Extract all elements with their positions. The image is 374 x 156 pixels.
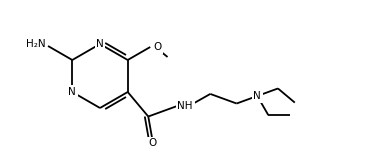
Text: H₂N: H₂N [27, 39, 46, 49]
Text: O: O [148, 138, 156, 148]
Text: N: N [96, 39, 104, 49]
Text: NH: NH [178, 101, 193, 111]
Text: N: N [254, 91, 261, 101]
Text: N: N [68, 87, 76, 97]
Text: O: O [153, 42, 162, 52]
